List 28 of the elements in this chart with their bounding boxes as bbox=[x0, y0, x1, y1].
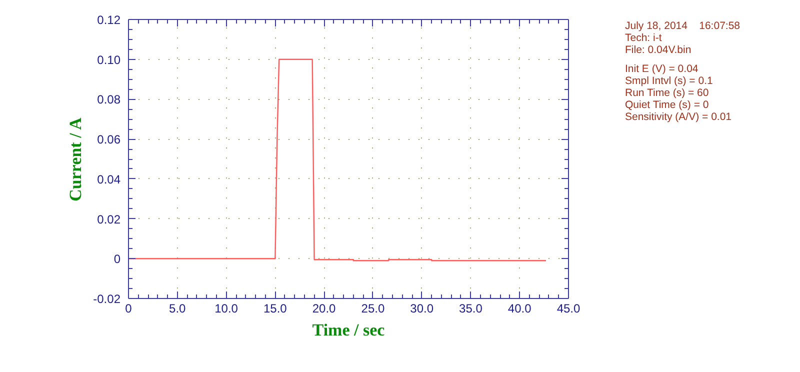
x-axis-title: Time / sec bbox=[312, 320, 386, 340]
x-tick-label: 45.0 bbox=[556, 302, 581, 316]
x-tick-label: 35.0 bbox=[459, 302, 483, 316]
x-tick-label: 25.0 bbox=[361, 302, 385, 316]
text: Tech: i-t bbox=[625, 32, 663, 44]
x-tick-label: 30.0 bbox=[410, 302, 434, 316]
x-tick-label: 10.0 bbox=[214, 302, 238, 316]
text: Quiet Time (s) = 0 bbox=[625, 99, 710, 111]
y-tick-label: -0.02 bbox=[93, 292, 121, 306]
text: Smpl Intvl (s) = 0.1 bbox=[625, 75, 714, 87]
x-tick-label: 40.0 bbox=[508, 302, 532, 316]
text: Run Time (s) = 60 bbox=[625, 87, 710, 99]
text: July 18, 2014 16:07:58 bbox=[625, 20, 740, 32]
y-tick-label: 0.10 bbox=[97, 52, 121, 67]
x-tick-label: 5.0 bbox=[169, 302, 186, 316]
y-tick-label: 0.02 bbox=[97, 212, 121, 226]
y-tick-label: 0 bbox=[114, 252, 121, 266]
y-tick-label: 0.04 bbox=[97, 172, 121, 186]
x-tick-label: 15.0 bbox=[263, 302, 288, 316]
text: Sensitivity (A/V) = 0.01 bbox=[625, 111, 733, 123]
text: Init E (V) = 0.04 bbox=[625, 63, 700, 75]
x-tick-label: 20.0 bbox=[312, 302, 336, 316]
text: File: 0.04V.bin bbox=[625, 44, 692, 56]
y-axis-title: Current / A bbox=[66, 116, 86, 202]
y-tick-label: 0.08 bbox=[97, 92, 121, 107]
x-tick-label: 0 bbox=[125, 302, 132, 316]
y-tick-label: 0.06 bbox=[97, 132, 121, 147]
y-tick-label: 0.12 bbox=[97, 13, 121, 27]
